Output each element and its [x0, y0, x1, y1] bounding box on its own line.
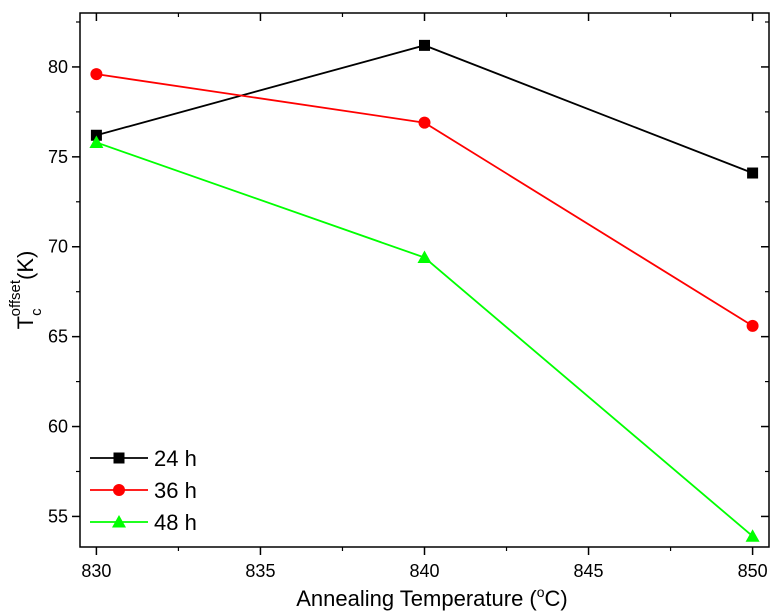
series-line — [96, 44, 753, 174]
x-tick-label: 835 — [245, 561, 275, 581]
legend-entry: 24 h — [90, 446, 197, 471]
data-point — [746, 319, 759, 332]
x-axis-title: Annealing Temperature (oC) — [296, 584, 568, 611]
series-3 — [89, 135, 760, 542]
y-tick-label: 55 — [48, 506, 68, 526]
data-point — [747, 167, 759, 179]
legend: 24 h 36 h 48 h — [90, 446, 197, 535]
y-tick-label: 80 — [48, 57, 68, 77]
legend-label: 36 h — [154, 478, 197, 503]
series-2 — [90, 68, 759, 332]
x-tick-label: 840 — [409, 561, 439, 581]
data-point — [419, 39, 430, 51]
x-tick-label: 850 — [738, 561, 768, 581]
data-point — [417, 250, 432, 264]
legend-marker — [113, 484, 125, 496]
legend-label: 48 h — [154, 510, 197, 535]
x-tick-label: 830 — [81, 561, 111, 581]
y-tick-label: 75 — [48, 147, 68, 167]
legend-marker — [112, 515, 126, 528]
y-tick-label: 65 — [48, 327, 68, 347]
legend-entry: 36 h — [90, 478, 197, 503]
y-axis-title: Tcoffset(K) — [7, 251, 45, 330]
series-layer — [89, 39, 760, 542]
data-point — [89, 135, 104, 148]
tick-labels: 830 835 840 845 850 55 60 65 70 75 80 — [48, 57, 768, 581]
series-1 — [90, 39, 759, 179]
axis-ticks — [72, 13, 769, 555]
data-point — [90, 68, 103, 81]
data-point — [418, 116, 431, 129]
series-line — [96, 73, 754, 327]
y-tick-label: 70 — [48, 237, 68, 257]
legend-label: 24 h — [154, 446, 197, 471]
legend-entry: 48 h — [90, 510, 197, 535]
data-point — [745, 529, 760, 542]
y-tick-label: 60 — [48, 417, 68, 437]
data-point — [90, 129, 102, 141]
x-tick-label: 845 — [574, 561, 604, 581]
legend-marker — [113, 452, 125, 464]
